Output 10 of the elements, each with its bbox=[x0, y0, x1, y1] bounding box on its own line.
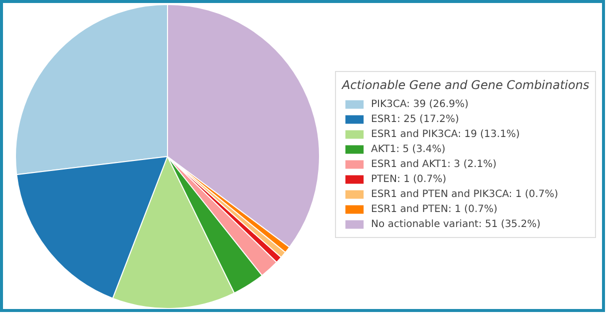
legend-title: Actionable Gene and Gene Combinations bbox=[342, 78, 590, 92]
legend-label: ESR1 and PTEN: 1 (0.7%) bbox=[371, 202, 498, 216]
legend-label: PIK3CA: 39 (26.9%) bbox=[371, 98, 469, 111]
legend-label: ESR1 and PTEN and PIK3CA: 1 (0.7%) bbox=[371, 188, 558, 201]
legend-label: ESR1 and PIK3CA: 19 (13.1%) bbox=[371, 128, 520, 141]
legend-label: No actionable variant: 51 (35.2%) bbox=[371, 218, 540, 231]
legend-label: AKT1: 5 (3.4%) bbox=[371, 142, 446, 156]
legend-label: PTEN: 1 (0.7%) bbox=[371, 172, 446, 186]
legend-label: ESR1 and AKT1: 3 (2.1%) bbox=[371, 158, 497, 171]
legend-label: ESR1: 25 (17.2%) bbox=[371, 112, 459, 126]
